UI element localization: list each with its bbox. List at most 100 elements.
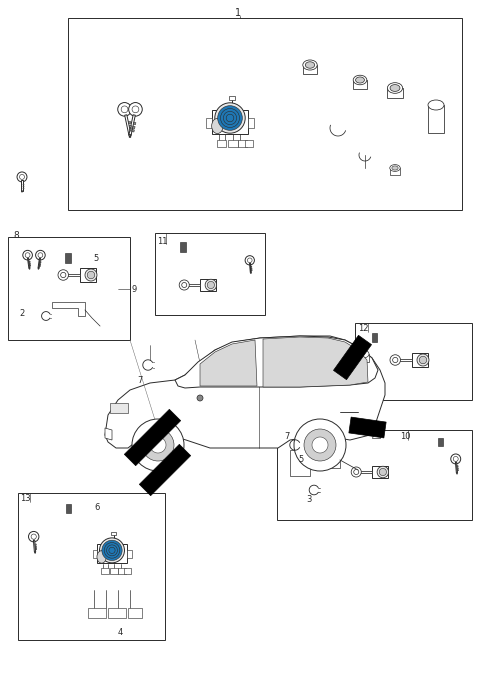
Circle shape: [121, 106, 128, 113]
Text: 10: 10: [400, 432, 410, 441]
Circle shape: [220, 109, 240, 128]
Bar: [180, 242, 186, 252]
Polygon shape: [29, 268, 30, 270]
Circle shape: [226, 114, 234, 122]
Bar: [128, 608, 142, 618]
Bar: [110, 403, 128, 413]
Polygon shape: [93, 550, 97, 559]
Ellipse shape: [303, 60, 317, 70]
Polygon shape: [38, 268, 39, 270]
Text: 7: 7: [284, 432, 289, 441]
Polygon shape: [132, 126, 135, 129]
Ellipse shape: [390, 165, 400, 171]
Circle shape: [419, 356, 427, 364]
Bar: [97, 544, 127, 563]
Ellipse shape: [305, 62, 315, 68]
Circle shape: [107, 545, 118, 556]
Circle shape: [132, 106, 139, 113]
Bar: [212, 110, 248, 134]
Bar: [124, 568, 131, 574]
Polygon shape: [132, 130, 134, 132]
Circle shape: [109, 547, 115, 554]
Text: 6: 6: [94, 503, 99, 512]
Polygon shape: [36, 548, 37, 550]
Text: 2: 2: [19, 309, 24, 318]
Circle shape: [377, 466, 389, 477]
Polygon shape: [22, 191, 23, 192]
Bar: [303, 65, 317, 74]
Circle shape: [142, 429, 174, 461]
Polygon shape: [23, 188, 24, 189]
Bar: [428, 105, 444, 133]
Polygon shape: [40, 261, 41, 263]
Circle shape: [179, 280, 189, 290]
Text: 4: 4: [118, 628, 123, 637]
Polygon shape: [35, 552, 36, 554]
Bar: [80, 268, 96, 282]
Circle shape: [23, 250, 32, 260]
Polygon shape: [187, 284, 200, 286]
Circle shape: [451, 454, 461, 464]
Bar: [437, 438, 443, 446]
Ellipse shape: [353, 76, 367, 85]
Polygon shape: [251, 266, 252, 267]
Polygon shape: [29, 263, 31, 265]
Circle shape: [453, 457, 458, 462]
Polygon shape: [52, 302, 85, 316]
Circle shape: [217, 105, 242, 130]
Polygon shape: [457, 466, 458, 467]
Polygon shape: [206, 118, 212, 128]
Polygon shape: [34, 540, 36, 552]
Bar: [108, 608, 126, 618]
Text: 5: 5: [93, 254, 98, 263]
Circle shape: [215, 103, 245, 133]
Polygon shape: [129, 115, 135, 135]
Circle shape: [354, 469, 359, 475]
Ellipse shape: [392, 166, 398, 170]
Circle shape: [205, 279, 216, 291]
Bar: [118, 568, 126, 574]
Polygon shape: [128, 121, 131, 124]
Circle shape: [25, 253, 30, 258]
Circle shape: [150, 437, 166, 453]
Circle shape: [38, 253, 43, 258]
Bar: [110, 568, 118, 574]
Circle shape: [248, 258, 252, 263]
Text: 1: 1: [235, 8, 241, 18]
Bar: [101, 568, 109, 574]
Polygon shape: [130, 129, 132, 131]
Bar: [372, 333, 376, 342]
Polygon shape: [250, 272, 252, 274]
Polygon shape: [456, 473, 457, 474]
Polygon shape: [30, 265, 31, 266]
Ellipse shape: [97, 551, 106, 563]
Ellipse shape: [356, 77, 364, 83]
Polygon shape: [27, 258, 30, 268]
Circle shape: [207, 281, 215, 288]
Polygon shape: [175, 336, 378, 388]
Circle shape: [60, 272, 66, 278]
Circle shape: [20, 175, 24, 179]
Bar: [111, 532, 116, 536]
Polygon shape: [66, 274, 80, 276]
Polygon shape: [39, 265, 41, 267]
Text: 5: 5: [298, 455, 303, 464]
Circle shape: [379, 468, 386, 475]
Polygon shape: [372, 428, 380, 438]
Circle shape: [304, 429, 336, 461]
Circle shape: [87, 271, 95, 279]
Polygon shape: [359, 471, 372, 473]
Circle shape: [197, 395, 203, 401]
Polygon shape: [290, 450, 340, 476]
Polygon shape: [457, 468, 458, 469]
Polygon shape: [129, 134, 131, 138]
Ellipse shape: [428, 100, 444, 110]
Bar: [65, 253, 71, 263]
Text: 9: 9: [132, 285, 137, 294]
Polygon shape: [127, 550, 132, 559]
Circle shape: [118, 103, 132, 116]
Polygon shape: [35, 544, 36, 545]
Polygon shape: [35, 546, 36, 547]
Text: 3: 3: [306, 495, 312, 504]
Circle shape: [58, 270, 69, 280]
